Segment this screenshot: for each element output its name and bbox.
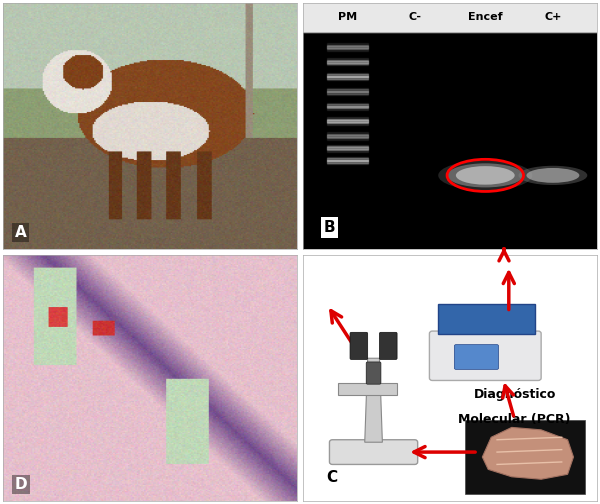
Bar bbox=[326, 137, 368, 138]
Text: C+: C+ bbox=[544, 12, 562, 22]
Bar bbox=[326, 48, 368, 49]
Ellipse shape bbox=[518, 166, 587, 185]
Bar bbox=[326, 151, 368, 152]
Polygon shape bbox=[338, 383, 397, 395]
Bar bbox=[326, 132, 368, 134]
Ellipse shape bbox=[447, 163, 523, 187]
FancyBboxPatch shape bbox=[329, 439, 418, 465]
Bar bbox=[303, 3, 597, 32]
Bar bbox=[326, 161, 368, 163]
FancyBboxPatch shape bbox=[465, 420, 585, 494]
Text: C: C bbox=[326, 470, 338, 485]
Bar bbox=[326, 134, 368, 135]
Polygon shape bbox=[482, 427, 574, 479]
Bar bbox=[326, 91, 368, 92]
Bar bbox=[326, 146, 368, 148]
Bar bbox=[326, 120, 368, 122]
Bar bbox=[326, 43, 368, 45]
Bar bbox=[326, 105, 368, 107]
Bar bbox=[326, 94, 368, 95]
Text: Diagnóstico: Diagnóstico bbox=[473, 388, 556, 401]
Bar bbox=[326, 117, 368, 119]
Bar bbox=[326, 45, 368, 46]
Text: PM: PM bbox=[338, 12, 356, 22]
Bar bbox=[326, 160, 368, 161]
Ellipse shape bbox=[438, 161, 532, 190]
Bar bbox=[326, 61, 368, 62]
Bar bbox=[326, 46, 368, 48]
Bar bbox=[326, 89, 368, 91]
Bar bbox=[326, 75, 368, 76]
FancyBboxPatch shape bbox=[366, 362, 381, 384]
Ellipse shape bbox=[526, 168, 580, 183]
Bar bbox=[326, 79, 368, 80]
Ellipse shape bbox=[456, 166, 515, 184]
Bar bbox=[326, 148, 368, 149]
Bar bbox=[326, 157, 368, 158]
Text: Encef: Encef bbox=[468, 12, 503, 22]
Text: A: A bbox=[15, 225, 26, 240]
Bar bbox=[326, 58, 368, 59]
Bar bbox=[326, 122, 368, 123]
Bar bbox=[326, 145, 368, 146]
Text: D: D bbox=[15, 477, 28, 492]
Bar bbox=[326, 77, 368, 79]
Bar bbox=[326, 76, 368, 77]
Bar bbox=[326, 104, 368, 105]
Bar bbox=[326, 59, 368, 61]
Bar bbox=[326, 163, 368, 164]
Bar bbox=[326, 64, 368, 66]
FancyBboxPatch shape bbox=[454, 345, 499, 369]
Text: Molecular (PCR): Molecular (PCR) bbox=[458, 413, 571, 425]
Bar bbox=[326, 119, 368, 120]
Bar bbox=[326, 108, 368, 110]
FancyBboxPatch shape bbox=[430, 331, 541, 381]
Bar bbox=[326, 88, 368, 89]
Bar bbox=[326, 92, 368, 94]
FancyBboxPatch shape bbox=[379, 332, 397, 359]
Bar bbox=[326, 138, 368, 140]
Polygon shape bbox=[365, 358, 382, 442]
Bar bbox=[326, 123, 368, 125]
Text: B: B bbox=[323, 220, 335, 235]
Bar bbox=[326, 135, 368, 137]
FancyBboxPatch shape bbox=[350, 332, 368, 359]
Bar bbox=[326, 158, 368, 160]
Bar bbox=[326, 62, 368, 64]
Text: C-: C- bbox=[408, 12, 421, 22]
Bar bbox=[326, 73, 368, 75]
Polygon shape bbox=[438, 304, 535, 334]
Bar bbox=[326, 149, 368, 151]
Bar bbox=[326, 102, 368, 104]
Bar bbox=[326, 49, 368, 51]
Bar bbox=[326, 107, 368, 108]
